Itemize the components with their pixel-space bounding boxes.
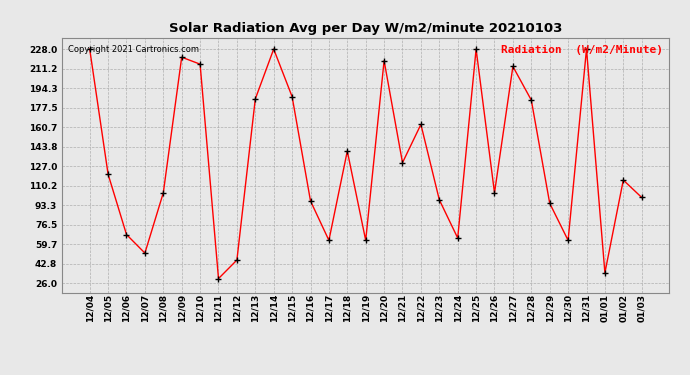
Title: Solar Radiation Avg per Day W/m2/minute 20210103: Solar Radiation Avg per Day W/m2/minute …: [169, 22, 562, 35]
Text: Radiation  (W/m2/Minute): Radiation (W/m2/Minute): [501, 45, 663, 55]
Text: Copyright 2021 Cartronics.com: Copyright 2021 Cartronics.com: [68, 45, 199, 54]
